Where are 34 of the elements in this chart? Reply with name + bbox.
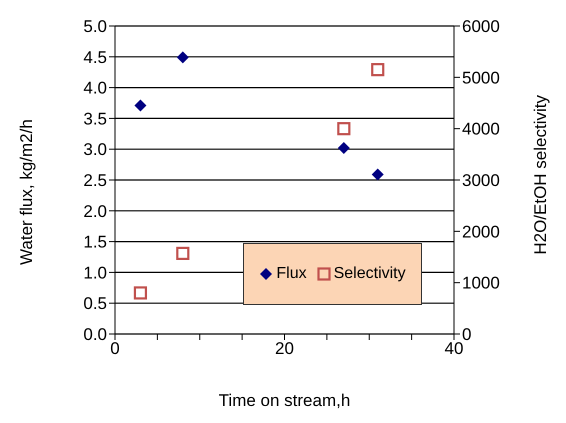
x-axis-title: Time on stream,h [218,391,350,410]
y2-tick-label: 0 [462,325,472,344]
y-tick-label: 1.5 [83,232,107,252]
x-tick-label: 40 [444,339,464,358]
y-tick-label: 1.0 [83,263,107,282]
y-tick-label: 3.0 [83,140,107,160]
point [134,286,148,300]
point [337,122,350,136]
y-tick-label: 4.5 [83,48,107,67]
legend-label: Flux [276,265,307,283]
y2-tick-label: 4000 [462,120,500,139]
y2-tick-label: 1000 [462,274,500,293]
y-tick-label: 3.5 [83,109,107,128]
y-tick-label: 0.0 [83,325,107,344]
point [176,246,190,260]
y2-axis-title: H2O/EtOH selectivity [531,94,550,255]
y-tick-label: 5.0 [83,17,107,36]
point [176,51,189,64]
y2-tick-label: 6000 [462,17,500,36]
x-tick-label: 20 [275,339,294,358]
y-axis-title: Water flux, kg/m2/h [17,119,36,265]
x-tick-label: 0 [110,339,120,358]
y2-tick-label: 2000 [462,222,500,242]
point [372,168,384,180]
y2-tick-label: 3000 [462,171,500,190]
y-tick-label: 2.0 [83,202,107,221]
legend-label: Selectivity [334,265,406,283]
point [371,63,384,76]
point [134,99,146,112]
y2-tick-label: 5000 [462,68,500,88]
y-tick-label: 2.5 [83,171,107,190]
y-tick-label: 4.0 [83,78,107,98]
y-tick-label: 0.5 [83,294,107,314]
point [338,142,350,154]
